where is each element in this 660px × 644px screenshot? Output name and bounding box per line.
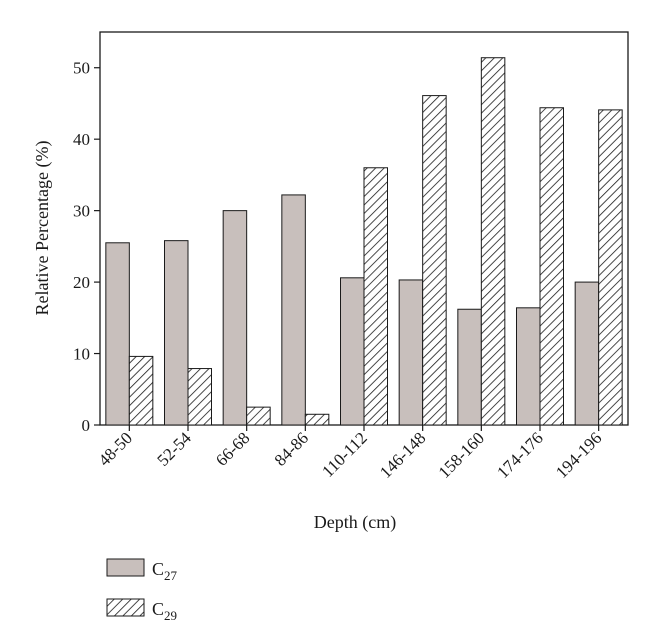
y-tick-label: 10 xyxy=(73,345,90,364)
bar-c29-174-176 xyxy=(539,107,564,426)
x-tick-label: 48-50 xyxy=(95,428,136,469)
legend-swatch-c27 xyxy=(106,558,145,577)
bars-group xyxy=(105,57,623,426)
bar-c29-48-50 xyxy=(128,355,154,426)
x-tick-label: 110-112 xyxy=(318,428,371,481)
x-tick-label: 174-176 xyxy=(493,428,547,482)
y-tick-label: 20 xyxy=(73,273,90,292)
bar-c27-146-148 xyxy=(398,279,424,426)
bar-c27-48-50 xyxy=(105,242,130,426)
bar-c27-110-112 xyxy=(340,277,365,426)
y-tick-label: 30 xyxy=(73,202,90,221)
x-tick-label: 84-86 xyxy=(271,428,312,469)
bar-c29-110-112 xyxy=(363,167,388,426)
bar-c29-52-54 xyxy=(187,368,212,426)
x-axis-title: Depth (cm) xyxy=(314,512,396,533)
x-tick-label: 158-160 xyxy=(435,428,489,482)
bar-c29-66-68 xyxy=(246,406,271,426)
bar-c29-158-160 xyxy=(480,57,506,426)
bar-c27-158-160 xyxy=(457,308,482,426)
legend-swatch-c29 xyxy=(106,598,145,617)
bar-c29-194-196 xyxy=(598,109,623,426)
legend-label-c27: C27 xyxy=(152,559,178,583)
y-tick-label: 40 xyxy=(73,130,90,149)
bar-c29-84-86 xyxy=(304,413,330,426)
bar-c27-174-176 xyxy=(516,307,541,426)
bar-c27-84-86 xyxy=(281,194,306,426)
x-tick-label: 146-148 xyxy=(376,428,430,482)
x-tick-label: 194-196 xyxy=(552,428,606,482)
y-tick-label: 50 xyxy=(73,59,90,78)
x-tick-label: 52-54 xyxy=(153,428,195,470)
x-axis: 48-50 52-54 66-68 84-86 110-112 146-148 158-16… xyxy=(95,425,606,482)
bar-c27-194-196 xyxy=(574,281,600,426)
legend-label-c29: C29 xyxy=(152,599,177,623)
bar-c27-52-54 xyxy=(164,240,189,426)
y-axis: 0 10 20 30 40 50 xyxy=(73,59,100,435)
y-tick-label: 0 xyxy=(82,416,91,435)
bar-c27-66-68 xyxy=(222,210,248,426)
x-tick-label: 66-68 xyxy=(212,428,253,469)
y-axis-title: Relative Percentage (%) xyxy=(32,141,53,316)
legend: C27 C29 xyxy=(106,558,178,623)
bar-c29-146-148 xyxy=(422,95,447,426)
